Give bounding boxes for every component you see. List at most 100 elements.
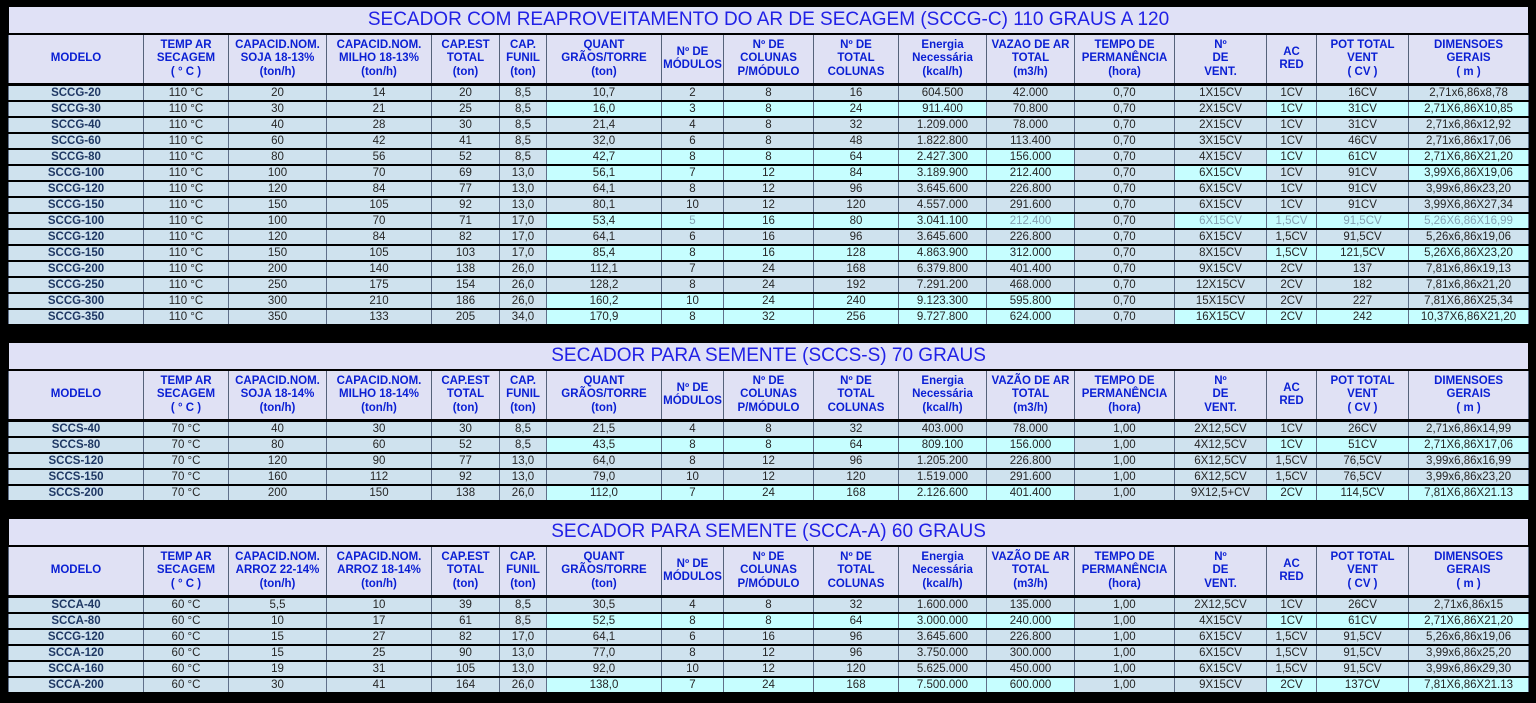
cell-n-de-modulos: 10 (661, 292, 724, 309)
cell-capacid-nom-arroz-18-14: 41 (326, 676, 432, 695)
cell-energia-necessaria: 7.291.200 (898, 276, 987, 293)
cell-modelo: SCCG-350 (8, 308, 144, 327)
cell-temp-ar-secagem: 110 °C (143, 276, 229, 293)
cell-modelo: SCCG-60 (8, 132, 144, 149)
cell-cap-funil: 17,0 (499, 244, 547, 261)
cell-modelo: SCCG-150 (8, 244, 144, 261)
cell-n-colunas-p-modulo: 24 (723, 484, 814, 503)
header-energia-necessaria: Energia Necessária (kcal/h) (898, 34, 987, 86)
cell-n-de-vent: 6X15CV (1174, 212, 1267, 229)
cell-capacid-nom-milho: 140 (326, 260, 432, 277)
cell-dimensoes-gerais: 3,99X6,86X19,06 (1407, 164, 1530, 181)
cell-ac-red: 2CV (1266, 676, 1317, 695)
table-row-scca-120-3: SCCA-120 60 °C 15 25 90 13,0 77,0 8 12 96 3.750.00… (8, 644, 1530, 661)
spec-table-scca-60: SECADOR PARA SEMENTE (SCCA-A) 60 GRAUS MO… (7, 518, 1530, 695)
header-quant-graos-torre: QUANT GRÃOS/TORRE (ton) (546, 546, 662, 598)
cell-energia-necessaria: 403.000 (898, 419, 987, 437)
cell-pot-total-vent: 51CV (1316, 436, 1409, 453)
cell-ac-red: 1CV (1266, 116, 1317, 133)
cell-n-colunas-p-modulo: 12 (723, 452, 814, 469)
cell-tempo-permanencia: 1,00 (1074, 676, 1175, 695)
cell-n-total-colunas: 24 (813, 100, 899, 117)
cell-energia-necessaria: 604.500 (898, 83, 987, 101)
cell-modelo: SCCG-100 (8, 212, 144, 229)
cell-energia-necessaria: 911.400 (898, 100, 987, 117)
cell-n-total-colunas: 96 (813, 628, 899, 645)
cell-tempo-permanencia: 1,00 (1074, 660, 1175, 677)
table-row-sccs-80-1: SCCS-80 70 °C 80 60 52 8,5 43,5 8 8 64 809.100 156.… (8, 436, 1530, 453)
cell-energia-necessaria: 7.500.000 (898, 676, 987, 695)
cell-cap-est-total: 61 (431, 612, 500, 629)
header-pot-total-vent: POT TOTAL VENT( CV ) (1316, 546, 1409, 598)
table-row-sccs-200-4: SCCS-200 70 °C 200 150 138 26,0 112,0 7 24 168 2.1… (8, 484, 1530, 503)
table-row-scca-80-1: SCCA-80 60 °C 10 17 61 8,5 52,5 8 8 64 3.000.000 24… (8, 612, 1530, 629)
cell-ac-red: 2CV (1266, 484, 1317, 503)
cell-n-total-colunas: 96 (813, 452, 899, 469)
cell-energia-necessaria: 9.727.800 (898, 308, 987, 327)
cell-modelo: SCCA-40 (8, 595, 144, 613)
header-row: MODELO TEMP AR SECAGEM( ° C ) CAPACID.NOM. A… (8, 546, 1530, 598)
cell-energia-necessaria: 1.209.000 (898, 116, 987, 133)
cell-capacid-nom-arroz-22-14: 30 (228, 676, 327, 695)
cell-ac-red: 1,5CV (1266, 628, 1317, 645)
cell-pot-total-vent: 137 (1316, 260, 1409, 277)
cell-dimensoes-gerais: 7,81x6,86x21,20 (1407, 276, 1530, 293)
cell-ac-red: 1CV (1266, 595, 1317, 613)
cell-tempo-permanencia: 0,70 (1074, 244, 1175, 261)
cell-n-de-modulos: 8 (661, 612, 724, 629)
cell-cap-funil: 17,0 (499, 212, 547, 229)
cell-capacid-nom-arroz-22-14: 15 (228, 644, 327, 661)
cell-dimensoes-gerais: 2,71x6,86x17,06 (1407, 132, 1530, 149)
cell-vazao-de-ar-total: 78.000 (986, 116, 1075, 133)
cell-modelo: SCCS-150 (8, 468, 144, 485)
cell-capacid-nom-arroz-22-14: 10 (228, 612, 327, 629)
cell-n-total-colunas: 128 (813, 244, 899, 261)
cell-capacid-nom-soja: 200 (228, 484, 327, 503)
header-energia-necessaria: Energia Necessária (kcal/h) (898, 546, 987, 598)
cell-vazao-de-ar-total: 226.800 (986, 180, 1075, 197)
cell-tempo-permanencia: 0,70 (1074, 180, 1175, 197)
cell-n-colunas-p-modulo: 24 (723, 676, 814, 695)
cell-n-colunas-p-modulo: 8 (723, 116, 814, 133)
table-row-sccg-120-6: SCCG-120 110 °C 120 84 77 13,0 64,1 8 12 96 3.645.… (8, 180, 1530, 197)
cell-dimensoes-gerais: 2,71x6,86x15 (1407, 595, 1530, 613)
cell-n-colunas-p-modulo: 24 (723, 292, 814, 309)
cell-n-de-modulos: 8 (661, 644, 724, 661)
cell-n-total-colunas: 240 (813, 292, 899, 309)
cell-quant-graos-torre: 53,4 (546, 212, 662, 229)
cell-capacid-nom-milho: 150 (326, 484, 432, 503)
cell-n-de-modulos: 4 (661, 419, 724, 437)
cell-n-colunas-p-modulo: 24 (723, 260, 814, 277)
cell-quant-graos-torre: 160,2 (546, 292, 662, 309)
cell-energia-necessaria: 1.822.800 (898, 132, 987, 149)
cell-n-colunas-p-modulo: 16 (723, 228, 814, 245)
cell-n-colunas-p-modulo: 12 (723, 196, 814, 213)
cell-n-total-colunas: 32 (813, 595, 899, 613)
header-vazao-de-ar-total: VAZAO DE AR TOTAL (m3/h) (986, 34, 1075, 86)
cell-dimensoes-gerais: 2,71X6,86X10,85 (1407, 100, 1530, 117)
cell-capacid-nom-milho: 105 (326, 196, 432, 213)
header-temp-ar-secagem: TEMP AR SECAGEM( ° C ) (143, 546, 229, 598)
cell-energia-necessaria: 5.625.000 (898, 660, 987, 677)
cell-vazao-de-ar-total: 624.000 (986, 308, 1075, 327)
cell-tempo-permanencia: 1,00 (1074, 628, 1175, 645)
cell-temp-ar-secagem: 110 °C (143, 212, 229, 229)
cell-capacid-nom-soja: 40 (228, 116, 327, 133)
cell-n-de-vent: 9X12,5+CV (1174, 484, 1267, 503)
cell-pot-total-vent: 91CV (1316, 196, 1409, 213)
cell-n-de-vent: 4X15CV (1174, 612, 1267, 629)
cell-tempo-permanencia: 0,70 (1074, 308, 1175, 327)
cell-quant-graos-torre: 21,5 (546, 419, 662, 437)
cell-energia-necessaria: 9.123.300 (898, 292, 987, 309)
cell-temp-ar-secagem: 70 °C (143, 436, 229, 453)
cell-vazao-de-ar-total: 42.000 (986, 83, 1075, 101)
cell-n-total-colunas: 64 (813, 612, 899, 629)
cell-quant-graos-torre: 32,0 (546, 132, 662, 149)
cell-temp-ar-secagem: 60 °C (143, 644, 229, 661)
cell-dimensoes-gerais: 5,26x6,86x19,06 (1407, 228, 1530, 245)
cell-n-de-vent: 4X15CV (1174, 148, 1267, 165)
cell-pot-total-vent: 91,5CV (1316, 644, 1409, 661)
header-tempo-permanencia: TEMPO DE PERMANÊNCIA (hora) (1074, 370, 1175, 422)
cell-capacid-nom-soja: 120 (228, 180, 327, 197)
cell-n-de-vent: 2X15CV (1174, 100, 1267, 117)
